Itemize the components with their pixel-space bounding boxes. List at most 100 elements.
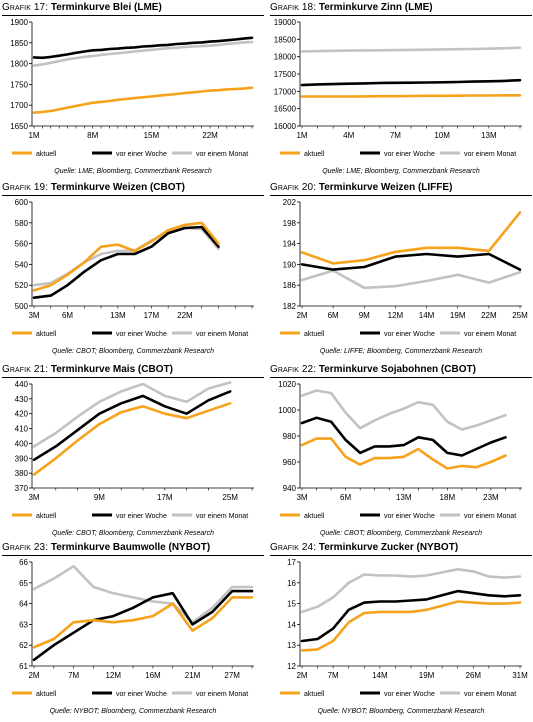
chart-source: Quelle: LME; Bloomberg, Commerzbank Rese… [54, 168, 212, 175]
y-tick-label: 202 [283, 198, 297, 207]
series-line-monat [32, 226, 220, 287]
chart-panel-mais: Grafik 21: Terminkurve Mais (CBOT) 370 38… [2, 364, 264, 544]
legend-label: vor einem Monat [464, 151, 516, 158]
title-rule [2, 377, 264, 378]
x-tick-label: 25M [512, 311, 528, 320]
y-tick-label: 390 [15, 454, 29, 463]
y-tick-label: 198 [283, 219, 297, 228]
x-tick-label: 1M [296, 131, 307, 140]
x-tick-label: 22M [481, 311, 497, 320]
chart-panel-weizen-cbot: Grafik 19: Terminkurve Weizen (CBOT) 500… [2, 182, 264, 362]
chart-prefix: Grafik 21: [2, 364, 49, 375]
chart-title: Grafik 18: Terminkurve Zinn (LME) [270, 2, 532, 16]
chart-title-text: Terminkurve Blei (LME) [50, 2, 162, 13]
line-chart: 500 520 540 560 580 600 3M 6M 13M 17M 22M aktuell vo… [12, 198, 254, 338]
x-tick-label: 1M [28, 131, 39, 140]
x-tick-label: 3M [28, 311, 39, 320]
series-line-aktuell [300, 211, 522, 265]
line-chart: 940 960 980 1000 1020 3M 6M 13M 18M 23M aktuell vor… [278, 380, 522, 520]
y-tick-label: 600 [15, 198, 29, 207]
y-tick-label: 16500 [274, 105, 297, 114]
chart-title-text: Terminkurve Baumwolle (NYBOT) [50, 542, 211, 553]
y-tick-label: 16 [287, 579, 296, 588]
legend-label: vor einem Monat [196, 691, 248, 698]
chart-source: Quelle: LME; Bloomberg, Commerzbank Rese… [322, 168, 480, 175]
line-chart: 370 380 390 400 410 420 430 440 3M 9M 17M 25M aktuel… [12, 380, 254, 520]
x-tick-label: 2M [296, 671, 307, 680]
chart-source: Quelle: CBOT; Bloomberg, Commerzbank Res… [51, 530, 215, 537]
chart-prefix: Grafik 18: [270, 2, 317, 13]
series-line-woche [32, 36, 254, 60]
series-line-woche [32, 225, 220, 299]
legend-label: vor einem Monat [196, 331, 248, 338]
x-tick-label: 22M [202, 131, 218, 140]
chart-panel-sojabohnen: Grafik 22: Terminkurve Sojabohnen (CBOT)… [270, 364, 532, 544]
legend-label: vor einer Woche [384, 691, 435, 698]
line-chart: 61 62 63 64 65 66 2M 7M 12M 16M 21M 27M aktuell vor e… [12, 558, 254, 698]
x-tick-label: 9M [94, 493, 105, 502]
y-tick-label: 194 [283, 240, 297, 249]
y-tick-label: 1020 [278, 380, 296, 389]
chart-prefix: Grafik 17: [2, 2, 49, 13]
chart-title-text: Terminkurve Zinn (LME) [318, 2, 433, 13]
x-tick-label: 6M [340, 493, 351, 502]
x-tick-label: 22M [177, 311, 193, 320]
y-tick-label: 440 [15, 380, 29, 389]
y-tick-label: 1800 [10, 60, 28, 69]
y-tick-label: 380 [15, 469, 29, 478]
legend-label: aktuell [304, 513, 325, 520]
x-tick-label: 10M [434, 131, 450, 140]
chart-panel-weizen-liffe: Grafik 20: Terminkurve Weizen (LIFFE) 18… [270, 182, 532, 362]
x-tick-label: 12M [105, 671, 121, 680]
chart-title: Grafik 20: Terminkurve Weizen (LIFFE) [270, 182, 532, 196]
y-tick-label: 410 [15, 425, 29, 434]
title-rule [270, 555, 532, 556]
chart-title-text: Terminkurve Zucker (NYBOT) [318, 542, 459, 553]
x-tick-label: 16M [145, 671, 161, 680]
legend-label: aktuell [304, 331, 325, 338]
y-tick-label: 540 [15, 260, 29, 269]
y-tick-label: 12 [287, 662, 296, 671]
y-tick-label: 1900 [10, 18, 28, 27]
y-tick-label: 13 [287, 641, 296, 650]
y-tick-label: 500 [15, 302, 29, 311]
chart-title: Grafik 23: Terminkurve Baumwolle (NYBOT) [2, 542, 264, 556]
series-line-monat [300, 46, 522, 53]
legend-label: aktuell [304, 691, 325, 698]
series-line-aktuell [300, 437, 507, 470]
y-tick-label: 960 [283, 458, 297, 467]
legend-label: aktuell [36, 331, 57, 338]
x-tick-label: 21M [185, 671, 201, 680]
chart-source: Quelle: NYBOT; Bloomberg, Commerzbank Re… [317, 708, 485, 715]
y-tick-label: 61 [19, 662, 28, 671]
y-tick-label: 19000 [274, 18, 297, 27]
series-line-monat [300, 568, 522, 614]
x-tick-label: 2M [28, 671, 39, 680]
series-line-woche [32, 589, 254, 662]
title-rule [270, 195, 532, 196]
x-tick-label: 19M [419, 671, 435, 680]
chart-panel-zinn: Grafik 18: Terminkurve Zinn (LME) 16000 1… [270, 2, 532, 182]
x-tick-label: 23M [483, 493, 499, 502]
series-line-monat [32, 381, 232, 448]
x-tick-label: 7M [390, 131, 401, 140]
legend-label: vor einer Woche [116, 151, 167, 158]
x-tick-label: 19M [450, 311, 466, 320]
y-tick-label: 420 [15, 410, 29, 419]
chart-title-text: Terminkurve Weizen (CBOT) [50, 182, 185, 193]
chart-panel-zucker: Grafik 24: Terminkurve Zucker (NYBOT) 12… [270, 542, 532, 722]
y-tick-label: 14 [287, 620, 296, 629]
chart-title: Grafik 21: Terminkurve Mais (CBOT) [2, 364, 264, 378]
y-tick-label: 17 [287, 558, 296, 567]
legend-label: vor einem Monat [464, 513, 516, 520]
y-tick-label: 66 [19, 558, 28, 567]
series-line-monat [300, 389, 507, 431]
y-tick-label: 980 [283, 432, 297, 441]
chart-source: Quelle: CBOT; Bloomberg, Commerzbank Res… [319, 530, 483, 537]
line-chart: 1650 1700 1750 1800 1850 1900 1M 8M 15M 22M aktuel… [10, 18, 254, 158]
chart-title-text: Terminkurve Weizen (LIFFE) [318, 182, 453, 193]
legend-label: aktuell [36, 151, 57, 158]
chart-prefix: Grafik 19: [2, 182, 49, 193]
x-tick-label: 14M [419, 311, 435, 320]
y-tick-label: 17500 [274, 70, 297, 79]
